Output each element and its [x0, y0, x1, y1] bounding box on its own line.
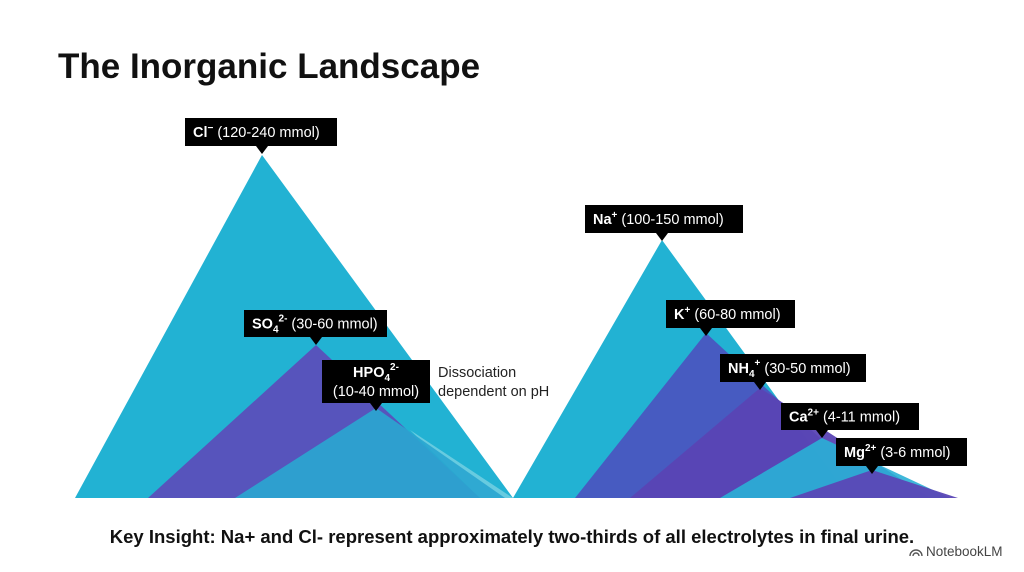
label-range: (30-50 mmol)	[764, 361, 850, 377]
label-ion: NH	[728, 361, 749, 377]
label-text: Ca2+ (4-11 mmol)	[789, 408, 900, 426]
label-ion: HPO	[353, 365, 384, 381]
insight: Key Insight: Na+ and Cl- represent appro…	[110, 526, 914, 547]
label-box	[781, 403, 919, 430]
label-range: (60-80 mmol)	[694, 307, 780, 323]
ion-label: Cl− (120-240 mmol)	[185, 118, 337, 154]
label-text: HPO42-	[353, 362, 399, 384]
label-range: (100-150 mmol)	[621, 212, 723, 228]
label-box	[720, 354, 866, 382]
ion-label: Ca2+ (4-11 mmol)	[781, 403, 919, 438]
label-box	[836, 438, 967, 466]
label-sup: 2-	[279, 314, 288, 325]
mountain	[790, 470, 958, 498]
label-text: K+ (60-80 mmol)	[674, 305, 781, 323]
label-text: Cl− (120-240 mmol)	[193, 123, 320, 141]
label-box	[322, 360, 430, 403]
brand: NotebookLM	[909, 544, 1003, 559]
label-sup: +	[612, 210, 618, 221]
labels: Cl− (120-240 mmol)SO42- (30-60 mmol)HPO42-…	[185, 118, 967, 474]
label-sup: +	[684, 305, 690, 316]
label-sup: 2-	[390, 362, 399, 373]
label-pointer	[700, 328, 712, 336]
label-ion: Na	[593, 212, 612, 228]
label-pointer	[310, 337, 322, 345]
label-sup: 2+	[865, 443, 877, 454]
label-sub: 4	[384, 373, 390, 384]
label-sub: 4	[749, 369, 755, 380]
ion-label: Na+ (100-150 mmol)	[585, 205, 743, 241]
label-box	[185, 118, 337, 146]
label-text: Mg2+ (3-6 mmol)	[844, 443, 950, 461]
label-sup: 2+	[808, 408, 820, 419]
label-ion: Ca	[789, 410, 808, 426]
label-pointer	[754, 382, 766, 390]
mountain	[410, 430, 513, 498]
label-text: SO42- (30-60 mmol)	[252, 314, 378, 336]
label-sup: +	[755, 358, 761, 369]
annotation: Dissociation	[438, 365, 516, 381]
brand-icon	[909, 549, 923, 557]
ion-label: K+ (60-80 mmol)	[666, 300, 795, 336]
label-pointer	[866, 466, 878, 474]
label-sup: −	[208, 123, 214, 134]
label-pointer	[370, 403, 382, 411]
label-box	[666, 300, 795, 328]
label-ion: K	[674, 307, 685, 323]
label-box	[244, 310, 387, 337]
brand-name: NotebookLM	[926, 544, 1003, 559]
label-box	[585, 205, 743, 233]
mountains	[75, 155, 958, 498]
mountain	[235, 408, 505, 498]
label-ion: SO	[252, 317, 273, 333]
label-range: (4-11 mmol)	[823, 410, 900, 426]
label-sub: 4	[273, 325, 279, 336]
label-text: NH4+ (30-50 mmol)	[728, 358, 851, 380]
label-ion: Mg	[844, 445, 865, 461]
ion-label: NH4+ (30-50 mmol)	[720, 354, 866, 390]
ion-label: Mg2+ (3-6 mmol)	[836, 438, 967, 474]
label-ion: Cl	[193, 125, 208, 141]
label-text: Na+ (100-150 mmol)	[593, 210, 724, 228]
label-pointer	[256, 146, 268, 154]
annotation: dependent on pH	[438, 384, 549, 400]
ion-label: HPO42-(10-40 mmol)	[322, 360, 430, 411]
title: The Inorganic Landscape	[58, 47, 480, 86]
label-pointer	[656, 233, 668, 241]
label-range: (3-6 mmol)	[880, 445, 950, 461]
label-range: (120-240 mmol)	[217, 125, 319, 141]
label-text: (10-40 mmol)	[333, 384, 419, 400]
label-range: (30-60 mmol)	[291, 317, 377, 333]
label-pointer	[816, 430, 828, 438]
ion-label: SO42- (30-60 mmol)	[244, 310, 387, 345]
